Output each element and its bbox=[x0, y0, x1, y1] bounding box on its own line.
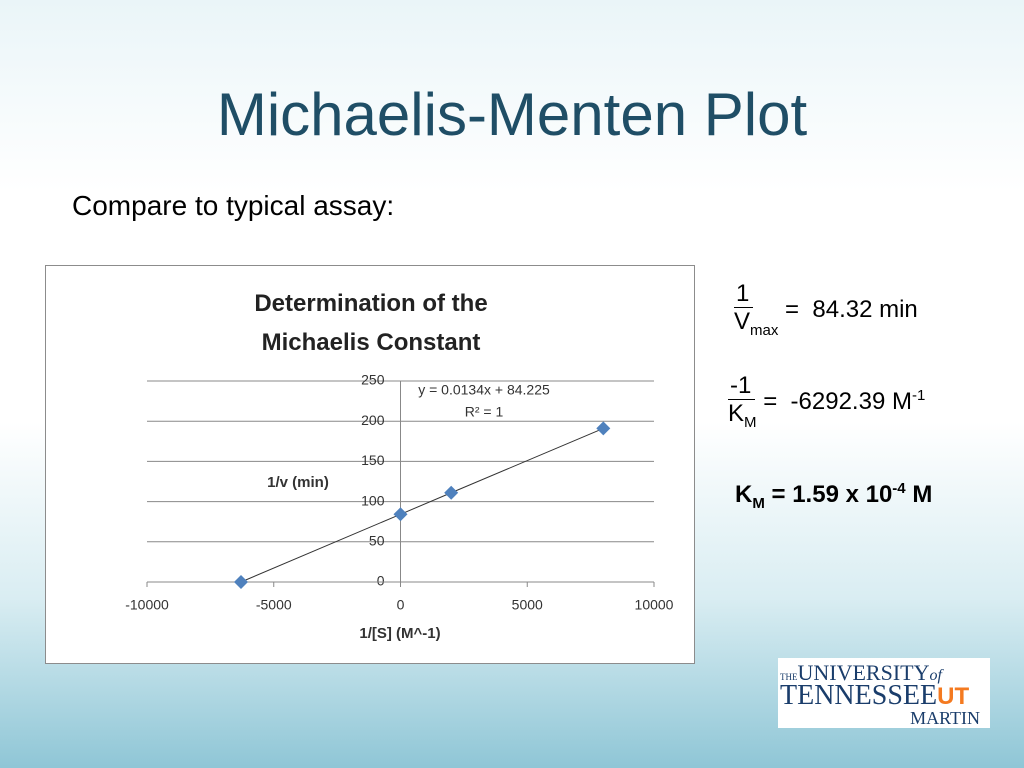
denominator: K bbox=[728, 400, 745, 427]
logo-ut: UT bbox=[937, 683, 970, 710]
y-tick-label: 250 bbox=[361, 372, 385, 388]
fraction: -1 KM bbox=[728, 372, 757, 431]
y-tick-label: 100 bbox=[361, 492, 385, 508]
logo-of: of bbox=[929, 667, 942, 684]
x-tick-label: 10000 bbox=[635, 597, 674, 613]
km-result: KM = 1.59 x 10-4 M bbox=[735, 480, 932, 512]
x-tick-label: -10000 bbox=[125, 597, 169, 613]
vmax-equation: 1 Vmax = 84.32 min bbox=[734, 280, 918, 339]
numerator: -1 bbox=[728, 373, 756, 400]
y-tick-label: 200 bbox=[361, 412, 385, 428]
subscript: M bbox=[744, 413, 757, 431]
subscript: max bbox=[750, 321, 779, 339]
x-tick-label: 0 bbox=[397, 597, 405, 613]
x-axis-title: 1/[S] (M^-1) bbox=[359, 625, 440, 642]
data-point bbox=[596, 421, 611, 436]
chart-box: 0 50 100 150 200 250 -10000 -5000 0 5000 10000 1/[S… bbox=[45, 265, 695, 664]
chart: 0 50 100 150 200 250 -10000 -5000 0 5000 10000 1/[S… bbox=[125, 372, 674, 642]
annotation: y = 0.0134x + 84.225 bbox=[418, 382, 550, 398]
km-equation: -1 KM = -6292.39 M-1 bbox=[728, 372, 925, 431]
chart-title: Determination of the Michaelis Constant bbox=[254, 290, 488, 356]
denominator: V bbox=[734, 308, 751, 335]
trendline bbox=[240, 427, 604, 583]
logo-martin: MARTIN bbox=[910, 708, 980, 728]
y-tick-label: 0 bbox=[377, 573, 385, 589]
symbol: K bbox=[735, 481, 753, 508]
y-tick-label: 150 bbox=[361, 452, 385, 468]
x-tick-label: -5000 bbox=[256, 597, 292, 613]
annotation: R² = 1 bbox=[465, 404, 504, 420]
logo-university: UNIVERSITY bbox=[797, 660, 930, 685]
logo-the: THE bbox=[780, 672, 798, 682]
subtitle: Compare to typical assay: bbox=[72, 190, 395, 221]
superscript: -4 bbox=[892, 480, 906, 497]
subscript: M bbox=[752, 494, 765, 512]
data-point bbox=[393, 507, 408, 522]
superscript: -1 bbox=[911, 387, 926, 404]
x-tick-label: 5000 bbox=[512, 597, 543, 613]
data-point bbox=[233, 575, 248, 589]
y-tick-label: 50 bbox=[369, 533, 385, 549]
equation-value: = -6292.39 M-1 bbox=[763, 387, 926, 415]
unit: M bbox=[912, 481, 933, 508]
data-point bbox=[444, 485, 459, 500]
fraction: 1 Vmax bbox=[734, 280, 778, 339]
value: = -6292.39 M bbox=[763, 388, 912, 415]
value: = 1.59 x 10 bbox=[771, 481, 893, 508]
equation-value: = 84.32 min bbox=[785, 296, 918, 323]
slide-title: Michaelis-Menten Plot bbox=[216, 81, 808, 148]
y-axis-title: 1/v (min) bbox=[267, 474, 329, 491]
numerator: 1 bbox=[734, 281, 754, 308]
logo: THEUNIVERSITYof TENNESSEEUT MARTIN bbox=[778, 658, 990, 728]
logo-tennessee: TENNESSEE bbox=[780, 680, 938, 711]
